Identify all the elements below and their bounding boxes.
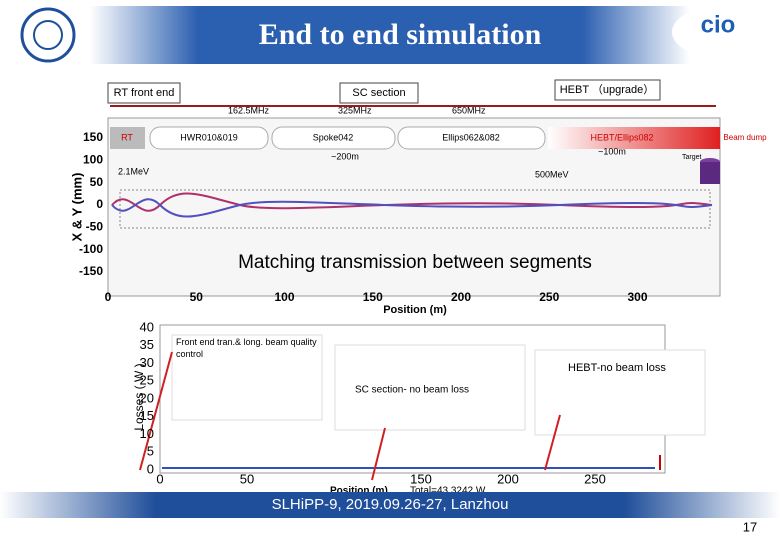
logo-left bbox=[20, 7, 76, 63]
y-tick-label: 5 bbox=[147, 444, 154, 459]
section-label: SC section bbox=[352, 87, 405, 99]
frequency: 650MHz bbox=[452, 105, 486, 115]
annotation-box: HEBT-no beam loss bbox=[568, 362, 666, 374]
section-label: HEBT （upgrade） bbox=[560, 83, 655, 96]
segment bbox=[397, 126, 546, 150]
logo-right bbox=[672, 6, 772, 58]
x-tick-label: 50 bbox=[190, 290, 204, 304]
y-tick-label: 0 bbox=[147, 461, 154, 476]
segment bbox=[149, 126, 269, 150]
x-tick-label: 100 bbox=[274, 290, 294, 304]
frequency: 325MHz bbox=[338, 105, 372, 115]
title: End to end simulation bbox=[259, 18, 542, 51]
y-tick-label: 30 bbox=[140, 355, 154, 370]
segment bbox=[110, 127, 145, 149]
headline: Matching transmission between segments bbox=[238, 252, 592, 273]
segment-label: RT bbox=[121, 132, 133, 142]
inset bbox=[171, 334, 323, 421]
y-tick-label: -150 bbox=[79, 264, 103, 278]
inset bbox=[534, 349, 706, 436]
y-tick-label: 150 bbox=[83, 130, 103, 144]
x-tick-label: 150 bbox=[363, 290, 383, 304]
annotation: HEBT-no beam loss bbox=[568, 362, 666, 374]
x-tick-label: 250 bbox=[584, 471, 606, 486]
note: 2.1MeV bbox=[118, 166, 149, 176]
footer-text: SLHiPP-9, 2019.09.26-27, Lanzhou bbox=[272, 496, 509, 513]
y-tick-label: 50 bbox=[90, 175, 104, 189]
y-tick-label: 40 bbox=[140, 319, 154, 334]
note: ~200m bbox=[331, 151, 359, 161]
y-tick-label: -100 bbox=[79, 242, 103, 256]
pointer bbox=[139, 351, 173, 471]
inset bbox=[334, 344, 526, 431]
footer-band bbox=[0, 492, 780, 518]
x-tick-label: 0 bbox=[156, 471, 163, 486]
annotation-box: Front end tran.& long. beam quality cont… bbox=[176, 337, 317, 359]
segment bbox=[271, 126, 396, 150]
note: 500MeV bbox=[535, 169, 569, 179]
note: ~100m bbox=[598, 146, 626, 156]
section-box bbox=[107, 82, 181, 104]
x-tick-label: 250 bbox=[539, 290, 559, 304]
section-box bbox=[339, 82, 419, 104]
x-tick-label: 150 bbox=[410, 471, 432, 486]
lattice bbox=[119, 189, 711, 229]
y-tick-label: 25 bbox=[140, 373, 154, 388]
beam-dump bbox=[700, 162, 720, 184]
frequency: 162.5MHz bbox=[228, 105, 270, 115]
logo-left-inner bbox=[33, 20, 63, 50]
x-tick-label: 50 bbox=[240, 471, 254, 486]
note: Target bbox=[682, 154, 702, 161]
envelope-traces bbox=[111, 189, 713, 229]
y-tick-label: 15 bbox=[140, 408, 154, 423]
x-tick-label: 200 bbox=[497, 471, 519, 486]
logo-right-mark: cio bbox=[701, 11, 736, 38]
segment-label: Spoke042 bbox=[313, 132, 354, 142]
y-tick-label: 20 bbox=[140, 390, 154, 405]
annotation: Front end tran.& long. beam quality cont… bbox=[176, 337, 317, 359]
y-tick-label: -50 bbox=[86, 220, 104, 234]
x-axis-label: Position (m) bbox=[330, 486, 388, 497]
segment bbox=[548, 127, 720, 149]
segment-label: Ellips062&082 bbox=[442, 132, 500, 142]
y-axis-label: Losses ( W ) bbox=[132, 363, 146, 430]
y-tick-label: 10 bbox=[140, 426, 154, 441]
section-box bbox=[554, 79, 661, 101]
y-tick-label: 35 bbox=[140, 337, 154, 352]
title-banner bbox=[90, 6, 690, 64]
page-number: 17 bbox=[743, 519, 757, 534]
section-label: RT front end bbox=[114, 87, 175, 99]
segment-label: HEBT/Ellips082 bbox=[590, 132, 653, 142]
pointer bbox=[371, 427, 386, 481]
envelope bbox=[111, 192, 713, 212]
x-axis-label: Position (m) bbox=[383, 304, 447, 316]
y-tick-label: 100 bbox=[83, 152, 103, 166]
segment-label: Beam dump bbox=[723, 133, 767, 142]
total: Total=43.3242 W bbox=[410, 486, 486, 497]
pointer bbox=[544, 414, 561, 471]
y-tick-label: 0 bbox=[96, 197, 103, 211]
y-axis-label: X & Y (mm) bbox=[69, 173, 84, 242]
x-tick-label: 200 bbox=[451, 290, 471, 304]
x-tick-label: 0 bbox=[105, 290, 112, 304]
envelope bbox=[111, 198, 713, 218]
annotation: SC section- no beam loss bbox=[355, 385, 469, 396]
segment-label: HWR010&019 bbox=[180, 132, 238, 142]
x-tick-label: 300 bbox=[627, 290, 647, 304]
